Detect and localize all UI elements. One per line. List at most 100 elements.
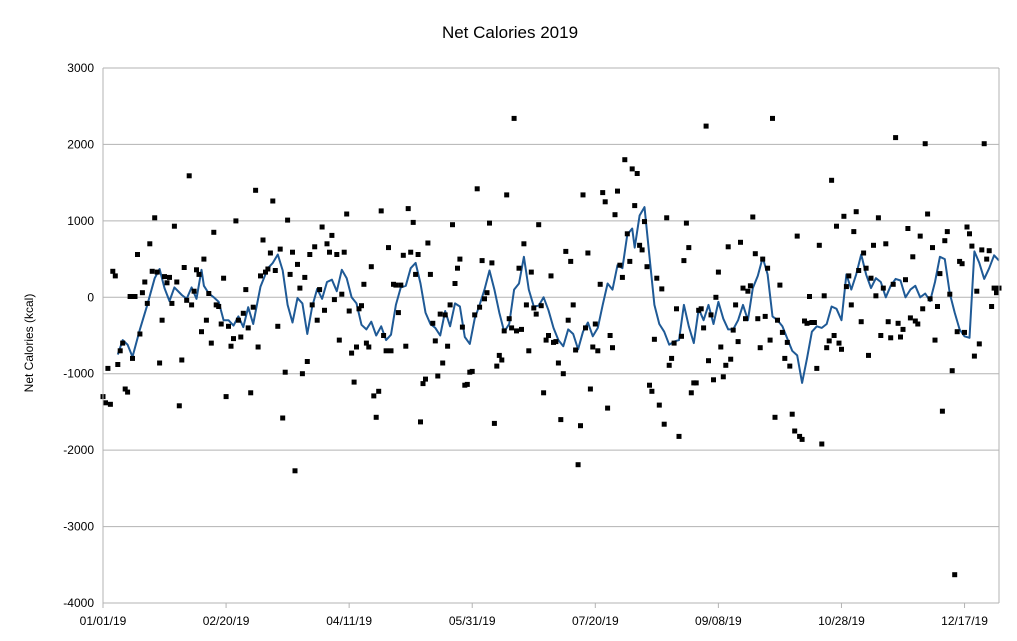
data-point: [829, 177, 835, 183]
daily-points: [100, 115, 1002, 578]
data-point: [233, 218, 239, 224]
data-point: [373, 414, 379, 420]
data-point: [839, 346, 844, 352]
data-point: [499, 357, 505, 363]
data-point: [632, 203, 638, 209]
data-point: [661, 421, 667, 427]
data-point: [393, 282, 399, 288]
data-point: [196, 271, 202, 277]
data-point: [201, 256, 207, 262]
data-point: [905, 226, 911, 231]
data-point: [553, 339, 559, 345]
data-point: [841, 213, 847, 219]
data-point: [868, 275, 874, 281]
data-point: [248, 390, 254, 396]
data-point: [848, 302, 854, 308]
data-point: [307, 252, 313, 257]
data-point: [400, 252, 406, 258]
data-point: [959, 261, 965, 267]
data-point: [647, 382, 652, 388]
data-point: [179, 357, 185, 363]
data-point: [474, 186, 480, 192]
data-point: [137, 331, 143, 337]
data-point: [669, 355, 675, 361]
data-point: [703, 123, 709, 129]
data-point: [627, 258, 633, 264]
data-point: [944, 229, 950, 235]
data-point: [986, 248, 992, 254]
data-point: [777, 282, 783, 288]
data-point: [263, 269, 268, 275]
data-point: [152, 215, 158, 221]
data-point: [578, 423, 583, 429]
data-point: [784, 339, 790, 345]
data-point: [521, 241, 527, 247]
data-point: [487, 220, 492, 226]
moving-average-series-line: [116, 206, 1000, 384]
data-point: [713, 294, 719, 300]
data-point: [494, 363, 500, 369]
data-point: [565, 317, 571, 323]
data-point: [740, 285, 746, 291]
data-point: [228, 343, 234, 349]
data-point: [159, 317, 165, 323]
data-point: [693, 380, 699, 386]
data-point: [292, 468, 298, 474]
data-point: [767, 337, 773, 343]
data-point: [329, 232, 335, 238]
data-point: [851, 229, 857, 235]
data-point: [935, 304, 940, 309]
data-point: [991, 285, 997, 291]
data-point: [942, 238, 948, 244]
data-point: [341, 249, 347, 255]
data-point: [649, 388, 655, 394]
x-tick-label: 09/08/19: [695, 614, 742, 628]
data-point: [573, 347, 579, 353]
data-point: [267, 250, 273, 256]
data-point: [245, 325, 251, 331]
data-point: [314, 317, 320, 323]
data-point: [240, 310, 246, 316]
data-point: [558, 417, 564, 423]
data-point: [779, 329, 785, 335]
data-point: [361, 281, 367, 287]
data-point: [651, 336, 657, 342]
data-point: [223, 394, 229, 400]
data-point: [405, 206, 411, 212]
data-point: [819, 441, 825, 447]
data-point: [730, 327, 736, 333]
data-point: [659, 286, 665, 292]
data-point: [496, 352, 502, 358]
data-point: [981, 141, 987, 147]
data-point: [418, 419, 423, 425]
data-point: [477, 304, 483, 310]
data-point: [299, 371, 305, 377]
data-point: [555, 360, 561, 366]
data-point: [745, 288, 751, 294]
data-point: [132, 294, 138, 299]
y-tick-label: 2000: [67, 137, 94, 151]
y-tick-label: -2000: [63, 443, 94, 457]
data-point: [878, 333, 884, 338]
data-point: [455, 265, 460, 271]
data-point: [226, 323, 231, 329]
data-point: [711, 377, 716, 383]
data-point: [186, 173, 192, 179]
data-point: [317, 287, 323, 293]
data-point: [888, 335, 894, 341]
data-point: [112, 273, 118, 279]
y-tick-label: 3000: [67, 61, 94, 75]
data-point: [351, 379, 357, 385]
data-point: [969, 243, 975, 249]
data-point: [176, 403, 182, 409]
data-point: [169, 300, 175, 306]
data-point: [127, 294, 133, 299]
data-point: [642, 219, 647, 225]
data-point: [583, 325, 588, 331]
data-point: [949, 368, 955, 374]
data-point: [925, 211, 931, 217]
data-point: [843, 284, 849, 290]
data-point: [363, 340, 369, 346]
data-point: [546, 333, 551, 338]
data-point: [976, 341, 982, 347]
